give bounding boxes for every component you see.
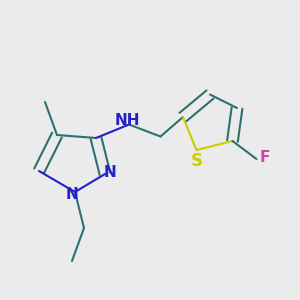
Text: N: N [104, 165, 117, 180]
Text: NH: NH [115, 113, 140, 128]
Text: F: F [260, 150, 270, 165]
Text: N: N [66, 187, 78, 202]
Text: S: S [190, 152, 202, 169]
